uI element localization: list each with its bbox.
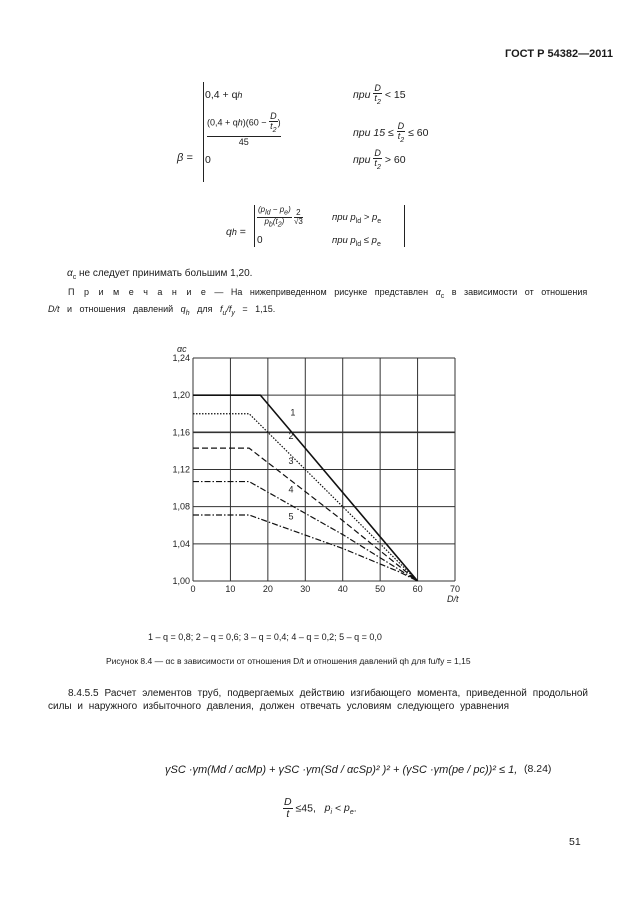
curve-label-5: 5 bbox=[288, 512, 293, 522]
qh-brace bbox=[254, 205, 255, 247]
curve-label-3: 3 bbox=[288, 456, 293, 466]
qh-lhs: qh = bbox=[226, 226, 246, 238]
page-number: 51 bbox=[569, 836, 581, 848]
section-8-4-5-5: 8.4.5.5 Расчет элементов труб, подвергае… bbox=[48, 688, 588, 712]
y-tick-label: 1,08 bbox=[172, 502, 190, 512]
x-tick-label: 40 bbox=[338, 584, 348, 594]
limit-note: αc не следует принимать большим 1,20. bbox=[67, 268, 253, 281]
x-tick-label: 70 bbox=[450, 584, 460, 594]
x-tick-label: 0 bbox=[190, 584, 195, 594]
qh-case2-expr: 0 bbox=[257, 235, 263, 246]
x-tick-label: 10 bbox=[225, 584, 235, 594]
x-tick-label: 50 bbox=[375, 584, 385, 594]
beta-lhs: β = bbox=[177, 152, 193, 164]
y-tick-label: 1,12 bbox=[172, 465, 190, 475]
curve-label-4: 4 bbox=[288, 485, 293, 495]
y-tick-label: 1,24 bbox=[172, 353, 190, 363]
qh-case1-expr: (pld − pe) pb(t2) 2 √3 bbox=[257, 205, 303, 229]
x-tick-label: 20 bbox=[263, 584, 273, 594]
beta-symbol: β = bbox=[177, 152, 193, 164]
figure-note: П р и м е ч а н и е — На нижеприведенном… bbox=[48, 287, 588, 317]
x-tick-label: 60 bbox=[413, 584, 423, 594]
beta-brace bbox=[203, 82, 204, 182]
curve-5 bbox=[193, 514, 418, 582]
equation-number: (8.24) bbox=[524, 763, 552, 775]
equation-8-24: γSC ·γm(Md / αcMp) + γSC ·γm(Sd / αcSp)²… bbox=[165, 764, 518, 776]
y-axis-label: αc bbox=[177, 344, 187, 354]
beta-case1-expr: 0,4 + qh bbox=[205, 89, 243, 101]
curve-label-1: 1 bbox=[290, 408, 295, 418]
qh-case2-cond: при pld ≤ pe bbox=[332, 235, 381, 248]
x-axis-label: D/t bbox=[447, 594, 459, 604]
curve-3 bbox=[193, 447, 418, 582]
curve-2 bbox=[193, 413, 418, 582]
curve-1 bbox=[193, 394, 419, 582]
curve-label-2: 2 bbox=[288, 431, 293, 441]
y-tick-label: 1,04 bbox=[172, 539, 190, 549]
figure-caption: Рисунок 8.4 — αc в зависимости от отноше… bbox=[106, 656, 471, 666]
y-tick-label: 1,20 bbox=[172, 390, 190, 400]
beta-case3-expr: 0 bbox=[205, 154, 211, 166]
qh-case1-cond: при pld > pe bbox=[332, 212, 382, 225]
y-tick-label: 1,16 bbox=[172, 427, 190, 437]
chart-legend: 1 – q = 0,8; 2 – q = 0,6; 3 – q = 0,4; 4… bbox=[148, 632, 382, 642]
y-tick-label: 1,00 bbox=[172, 576, 190, 586]
curve-4 bbox=[193, 480, 418, 582]
x-tick-label: 30 bbox=[300, 584, 310, 594]
qh-bar bbox=[404, 205, 405, 247]
document-id: ГОСТ Р 54382—2011 bbox=[505, 48, 613, 60]
